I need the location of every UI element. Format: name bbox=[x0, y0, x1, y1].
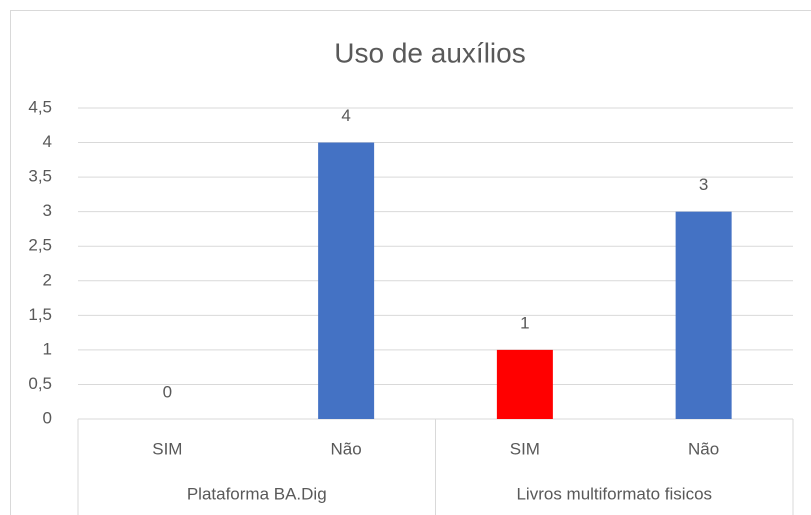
y-tick-label: 3 bbox=[43, 201, 52, 220]
data-label: 3 bbox=[699, 175, 708, 194]
y-tick-label: 0,5 bbox=[28, 374, 52, 393]
y-tick-label: 1,5 bbox=[28, 305, 52, 324]
data-label: 0 bbox=[163, 382, 172, 401]
y-tick-label: 4 bbox=[43, 132, 52, 151]
x-tick-label: SIM bbox=[510, 439, 540, 458]
y-tick-label: 4,5 bbox=[28, 97, 52, 116]
bar bbox=[496, 349, 553, 419]
group-label: Plataforma BA.Dig bbox=[187, 484, 327, 503]
x-tick-label: Não bbox=[688, 439, 719, 458]
y-tick-label: 1 bbox=[43, 339, 52, 358]
bar bbox=[318, 142, 375, 420]
x-tick-label: Não bbox=[331, 439, 362, 458]
x-tick-label: SIM bbox=[152, 439, 182, 458]
y-tick-label: 0 bbox=[43, 408, 52, 427]
y-tick-label: 2 bbox=[43, 270, 52, 289]
chart-title: Uso de auxílios bbox=[334, 37, 525, 68]
y-tick-label: 2,5 bbox=[28, 236, 52, 255]
data-label: 1 bbox=[520, 313, 529, 332]
y-tick-label: 3,5 bbox=[28, 167, 52, 186]
data-label: 4 bbox=[341, 106, 350, 125]
group-label: Livros multiformato fisicos bbox=[516, 484, 712, 503]
bar bbox=[675, 211, 732, 419]
